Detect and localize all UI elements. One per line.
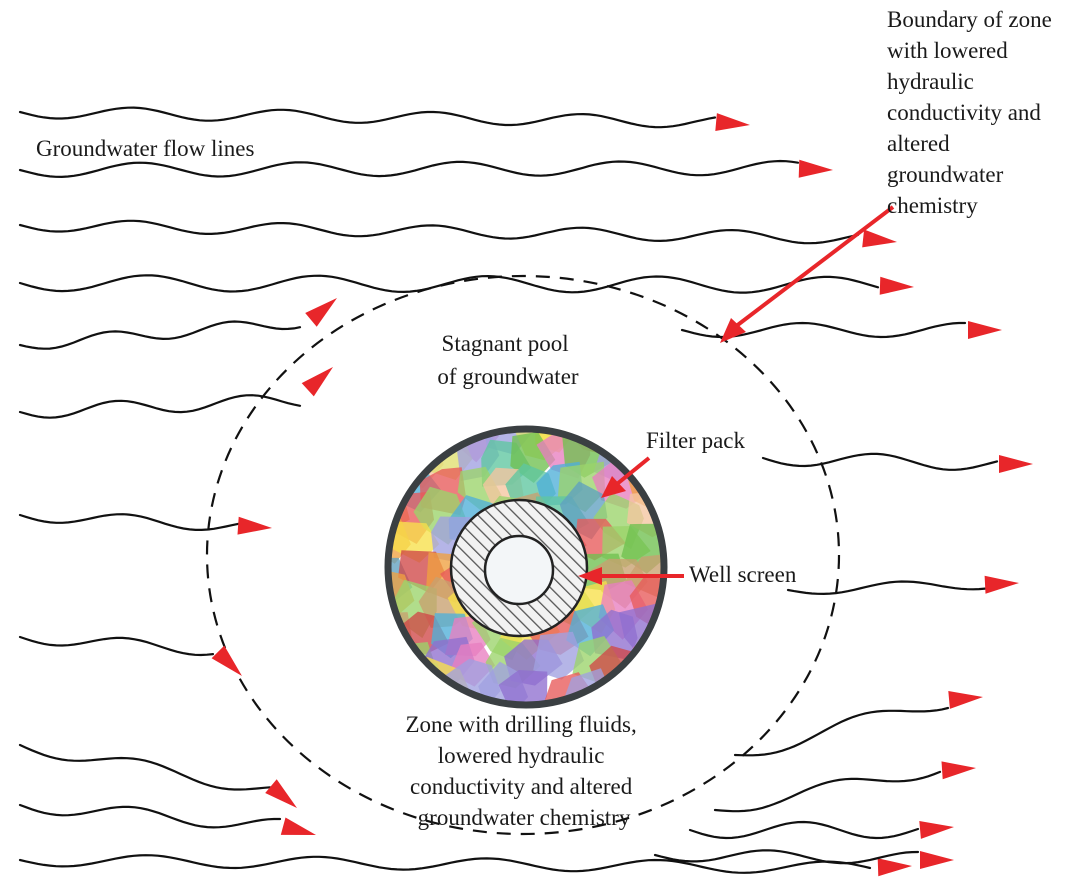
- drilling-zone-label: Zone with drilling fluids, lowered hydra…: [405, 712, 642, 830]
- drilling-zone-label-line: Zone with drilling fluids,: [405, 712, 636, 737]
- flow-line: [18, 274, 880, 294]
- flow-line: [18, 803, 282, 829]
- flow-line: [18, 854, 872, 874]
- flow-arrowhead: [265, 779, 297, 808]
- stagnant-pool-label-line: of groundwater: [437, 364, 578, 389]
- drilling-zone-label-line: groundwater chemistry: [418, 805, 631, 830]
- well-screen-label: Well screen: [689, 562, 797, 587]
- flow-line: [18, 743, 272, 791]
- filter-pack-label: Filter pack: [646, 428, 745, 453]
- zone-boundary-dashed-circle: [205, 274, 841, 836]
- flow-arrowhead: [301, 367, 333, 397]
- flow-arrowhead: [999, 455, 1033, 473]
- boundary-label-line: groundwater: [887, 162, 1004, 187]
- flow-line: [18, 394, 302, 419]
- flow-line: [761, 452, 999, 471]
- boundary-label-line: chemistry: [887, 193, 978, 218]
- groundwater-flow-lines: [18, 106, 1033, 877]
- flow-line: [733, 706, 950, 757]
- filter-pack-grain: [397, 429, 444, 453]
- flow-lines-label: Groundwater flow lines: [36, 136, 254, 161]
- flow-line: [713, 770, 942, 813]
- flow-line: [18, 159, 800, 179]
- flow-line: [18, 513, 240, 531]
- filter-pack-grain: [388, 430, 404, 478]
- drilling-zone-label-line: conductivity and altered: [410, 774, 633, 799]
- stagnant-pool-label: Stagnant pool of groundwater: [437, 331, 578, 389]
- flow-arrowhead: [879, 276, 914, 295]
- flow-arrowhead: [280, 817, 316, 835]
- flow-arrowhead: [862, 229, 897, 248]
- well-screen-pointer-arrowhead: [578, 567, 602, 585]
- boundary-label: Boundary of zone with lowered hydraulic …: [887, 7, 1058, 218]
- flow-arrowhead: [919, 821, 954, 839]
- boundary-label-line: Boundary of zone: [887, 7, 1052, 32]
- flow-arrowhead: [968, 321, 1002, 339]
- flow-line: [688, 820, 920, 840]
- flow-arrowhead: [237, 516, 272, 535]
- flow-arrowhead: [920, 851, 954, 869]
- boundary-label-line: hydraulic: [887, 69, 974, 94]
- stagnant-pool-label-line: Stagnant pool: [442, 331, 569, 356]
- flow-line: [18, 635, 215, 657]
- filter-pack-grain: [622, 661, 664, 705]
- flow-arrowhead: [715, 113, 750, 131]
- flow-arrowhead: [877, 858, 912, 877]
- filter-pack-grain: [388, 429, 414, 451]
- flow-arrowhead: [948, 691, 983, 709]
- flow-arrowhead: [305, 298, 337, 327]
- drilling-zone-label-line: lowered hydraulic: [438, 743, 605, 768]
- flow-arrowhead: [211, 645, 242, 676]
- flow-arrowhead: [984, 575, 1019, 594]
- boundary-label-line: with lowered: [887, 38, 1008, 63]
- filter-pack-grain: [533, 631, 584, 680]
- boundary-label-line: altered: [887, 131, 950, 156]
- flow-line: [653, 849, 920, 865]
- flow-line: [18, 106, 717, 129]
- boundary-label-line: conductivity and: [887, 100, 1041, 125]
- filter-pack-pointer-arrowhead: [601, 476, 626, 498]
- well-screen: [449, 498, 589, 638]
- well-bore: [483, 534, 555, 606]
- filter-pack-grain: [388, 661, 417, 705]
- annotation-arrows: [578, 205, 895, 585]
- boundary-pointer-arrowhead: [720, 318, 746, 343]
- flow-line: [18, 320, 302, 350]
- flow-line: [786, 580, 987, 596]
- flow-line: [18, 219, 860, 245]
- flow-arrowhead: [941, 761, 976, 780]
- flow-arrowhead: [798, 159, 833, 178]
